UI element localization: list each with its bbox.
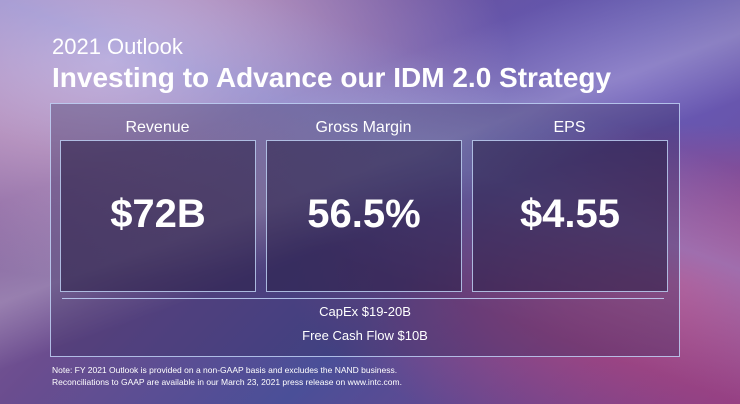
- note: Reconciliations to GAAP are available in…: [52, 377, 402, 387]
- divider: [62, 298, 664, 299]
- metric-value: 56.5%: [307, 192, 421, 236]
- title: Investing to Advance our IDM 2.0 Strateg…: [52, 62, 612, 93]
- detail: CapEx $19-20B: [319, 304, 411, 319]
- subtitle: 2021 Outlook: [52, 34, 183, 59]
- note: Note: FY 2021 Outlook is provided on a n…: [52, 365, 398, 375]
- metric-label: Revenue: [125, 119, 190, 136]
- metric-box: [60, 140, 256, 292]
- metric-value: $4.55: [519, 192, 621, 236]
- metric-label: EPS: [553, 119, 586, 136]
- metric-box: [472, 140, 668, 292]
- metric-box: [266, 140, 462, 292]
- detail: Free Cash Flow $10B: [302, 328, 428, 343]
- metric-value: $72B: [110, 192, 206, 236]
- metric-label: Gross Margin: [315, 119, 412, 136]
